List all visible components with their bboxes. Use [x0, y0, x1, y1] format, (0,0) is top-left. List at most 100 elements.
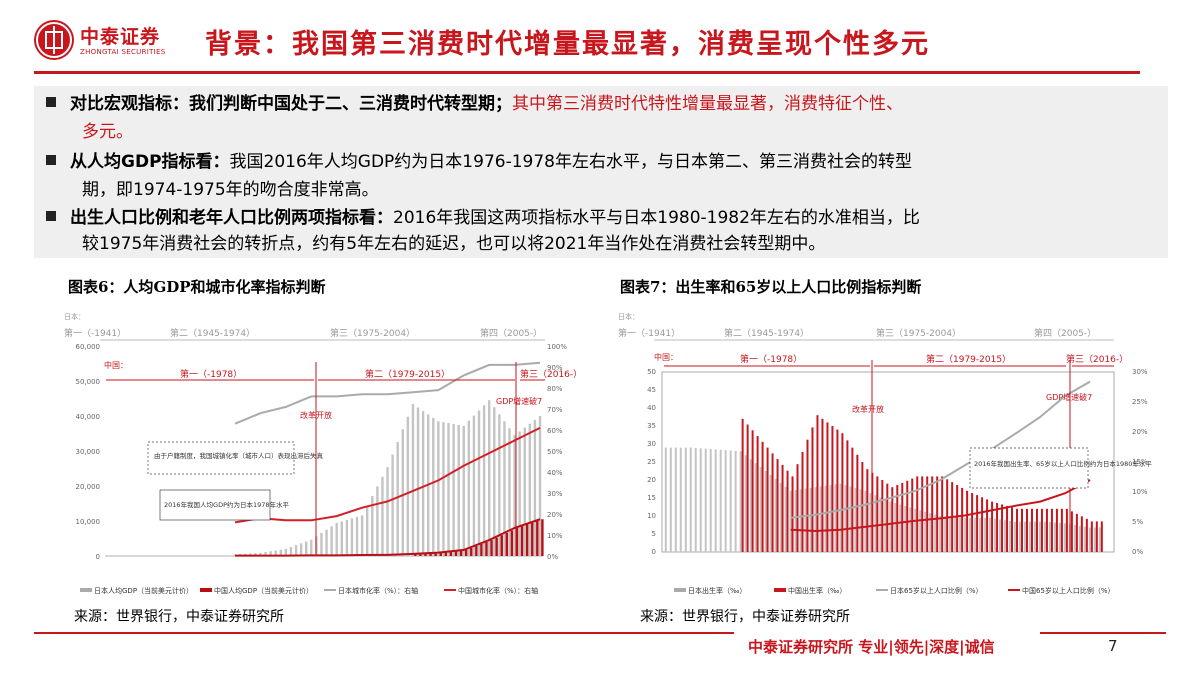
chart7-china-birth-bar [906, 480, 909, 552]
chart7-china-birth-bar [791, 476, 794, 552]
logo-mark-icon [34, 20, 74, 60]
bullet-3-heading: 出生人口比例和老年人口比例两项指标看： [70, 208, 393, 228]
chart6-japan-gdp-bar [518, 431, 521, 556]
chart7-japan-birth-bar [819, 486, 822, 552]
chart6-japan-gdp-bar [360, 515, 364, 556]
chart6-japan-gdp-bar [421, 410, 425, 556]
chart6-japan-gdp-bar [503, 421, 506, 556]
chart7-japan-birth-bar [949, 516, 952, 552]
chart7-japan-birth-bar [939, 516, 942, 552]
chart6-japan-gdp-bar [381, 476, 384, 556]
chart6-japan-gdp-bar [259, 552, 262, 556]
chart6-japan-gdp-bar [355, 516, 359, 556]
bullet-2-continuation: 期，即1974-1975年的吻合度非常高。 [82, 180, 379, 200]
chart7-japan-birth-bar [759, 467, 762, 552]
chart7-china-birth-bar [851, 447, 854, 552]
chart6-japan-gdp-bar [396, 441, 399, 556]
chart6-japan-gdp-bar [432, 417, 435, 556]
chart6-japan-gdp-bar [274, 550, 277, 556]
bullet-2-heading: 从人均GDP指标看： [70, 152, 230, 172]
chart6-japan-gdp-bar [416, 407, 420, 556]
chart6-japan-gdp-bar [294, 545, 298, 556]
chart7-china-birth-bar [1035, 508, 1038, 552]
chart7-japan-birth-bar [1058, 522, 1061, 552]
chart7-title: 图表7：出生率和65岁以上人口比例指标判断 [620, 278, 922, 296]
chart7-japan-birth-bar [1078, 525, 1081, 552]
chart7-japan-birth-bar [1083, 526, 1086, 552]
chart7-china-birth-bar [881, 480, 884, 552]
chart6-ytick: 10,000 [76, 518, 101, 526]
chart7-china-birth-bar [1085, 518, 1088, 552]
chart6-china-urbanization-line [234, 427, 541, 524]
chart7-china-birth-bar [986, 499, 989, 552]
chart7-japan-birth-bar [1014, 521, 1017, 552]
chart7-china-birth-bar [1065, 508, 1068, 552]
chart6-japan-gdp-bar [391, 454, 394, 556]
chart7-japan-birth-bar [1063, 523, 1066, 552]
chart6-china-label: 中国： [104, 360, 128, 370]
chart6-japan-gdp-bar [513, 435, 516, 556]
chart7-china-birth-bar [976, 495, 979, 552]
chart7-china-birth-bar [836, 429, 839, 552]
chart7-japan-birth-bar [679, 447, 682, 552]
chart6-japan-gdp-bar [345, 519, 349, 556]
chart7-china-birth-bar [961, 487, 964, 552]
chart7-japan-birth-bar [854, 487, 857, 552]
chart6-japan-gdp-bar [472, 415, 476, 556]
chart7-ytick: 0 [652, 548, 656, 556]
chart7-japan-elderly-line [790, 380, 1091, 519]
chart6-title: 图表6：人均GDP和城市化率指标判断 [68, 278, 326, 296]
chart6-china-gdp-bar [510, 530, 514, 556]
chart7-china-elderly-line [790, 479, 1091, 533]
chart6-japan-gdp-bar [299, 543, 303, 556]
chart7-japan-birth-bar [1098, 527, 1101, 552]
chart6-ytick: 50,000 [76, 378, 101, 386]
chart6-china-gdp-bar [541, 519, 544, 556]
chart7-japan-birth-bar [689, 447, 692, 552]
chart6-japan-gdp-bar [386, 467, 389, 556]
chart7-japan-birth-bar [889, 501, 892, 552]
chart7-china-birth-bar [946, 479, 949, 552]
chart7-china-birth-bar [781, 464, 784, 552]
chart7-japan-birth-bar [969, 517, 972, 552]
chart7-china-birth-bar [1080, 516, 1083, 552]
chart6-japan-gdp-bar [533, 419, 537, 556]
chart6-japan-gdp-bar [493, 407, 496, 556]
chart7-china-birth-bar [866, 469, 869, 552]
chart6-china-gdp-bar [419, 553, 422, 556]
bullet-1-heading: 对比宏观指标：我们判断中国处于二、三消费时代转型期； [70, 94, 512, 114]
chart7-legend: 日本出生率（‰） 中国出生率（‰） 日本65岁以上人口比例（%） 中国65岁以上… [674, 586, 1115, 595]
chart7-ytick: 40 [647, 404, 656, 412]
chart6-japan-gdp-bar [482, 405, 486, 556]
chart7-japan-birth-bar [909, 507, 912, 552]
chart7-japan-birth-bar [694, 447, 697, 552]
chart7-annotation-gdp: GDP增速破7 [1046, 392, 1092, 402]
chart7-japan-birth-bar [764, 471, 767, 552]
chart7-china-birth-bar [991, 501, 994, 552]
chart7-japan-birth-bar [904, 505, 907, 552]
chart6-ytick-right: 90% [547, 364, 563, 372]
chart6-japan-gdp-bar [487, 400, 491, 556]
chart7-japan-birth-bar [704, 448, 707, 552]
chart7-china-birth-bar [1021, 508, 1024, 552]
chart7-jp-era-4: 第四（2005-） [1034, 327, 1096, 339]
bullet-1-continuation: 多元。 [82, 122, 133, 142]
chart6-china-gdp-bar [454, 550, 458, 556]
chart6-japan-gdp-bar [477, 410, 481, 556]
chart6-ytick-right: 40% [547, 469, 563, 477]
chart7-japan-birth-bar [739, 451, 742, 552]
chart7-japan-birth-bar [1093, 527, 1096, 552]
chart7-ytick-right: 0% [1132, 548, 1143, 556]
chart7-japan-birth-bar [1088, 527, 1091, 552]
chart7-japan-birth-bar [1043, 521, 1046, 552]
bullet-1-highlight: 其中第三消费时代特性增量最显著，消费特征个性、 [512, 94, 903, 114]
chart7-china-birth-bar [856, 454, 859, 552]
chart6-china-gdp-bar [414, 553, 417, 556]
chart7-japan-birth-bar [1038, 521, 1041, 552]
chart6-legend-item: 中国人均GDP（当前美元计价） [214, 586, 313, 595]
chart6-china-gdp-bar [424, 553, 427, 556]
chart6-china-gdp-bar [449, 551, 453, 556]
chart7-china-birth-bar [1011, 507, 1014, 552]
chart7-china-birth-bar [921, 476, 924, 552]
chart6-japan-gdp-bar [254, 553, 257, 556]
